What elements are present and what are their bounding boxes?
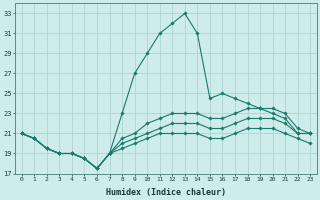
X-axis label: Humidex (Indice chaleur): Humidex (Indice chaleur) [106,188,226,197]
